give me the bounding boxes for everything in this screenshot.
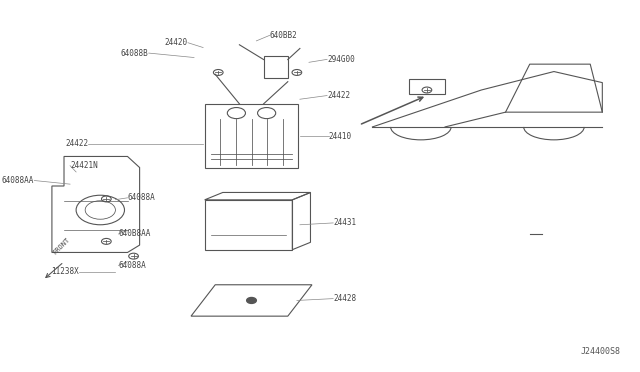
Text: 24431: 24431 xyxy=(333,218,356,227)
Text: 24422: 24422 xyxy=(327,91,350,100)
Circle shape xyxy=(246,298,257,304)
Text: 24428: 24428 xyxy=(333,294,356,303)
Bar xyxy=(264,56,288,78)
Text: 11238X: 11238X xyxy=(51,267,79,276)
Text: 640BB2: 640BB2 xyxy=(269,31,298,40)
Bar xyxy=(205,104,298,169)
Text: 24420: 24420 xyxy=(165,38,188,47)
Text: 24422: 24422 xyxy=(65,139,88,148)
Text: 24421N: 24421N xyxy=(70,161,98,170)
Bar xyxy=(409,79,445,94)
Text: 64088AA: 64088AA xyxy=(1,176,34,185)
Text: 640B8AA: 640B8AA xyxy=(118,230,151,238)
Text: 24410: 24410 xyxy=(329,132,352,141)
Text: 294G00: 294G00 xyxy=(327,55,355,64)
Text: 64088B: 64088B xyxy=(121,49,148,58)
Text: J24400S8: J24400S8 xyxy=(580,347,620,356)
Text: FRONT: FRONT xyxy=(51,237,70,256)
Text: 64088A: 64088A xyxy=(127,193,156,202)
Text: 64088A: 64088A xyxy=(118,261,146,270)
